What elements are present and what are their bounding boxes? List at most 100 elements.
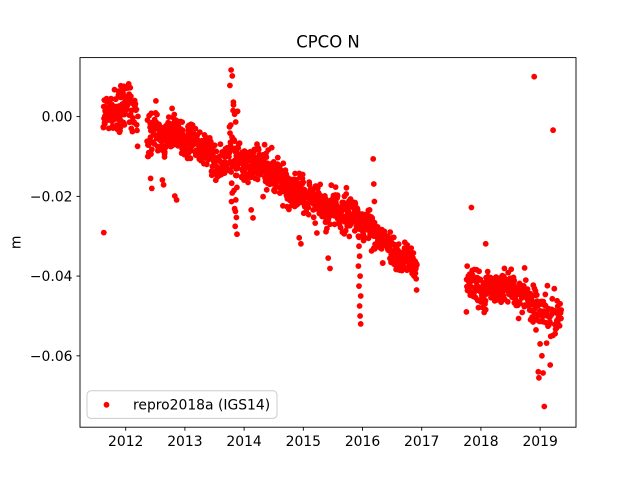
data-point bbox=[148, 151, 154, 158]
data-point bbox=[135, 113, 141, 120]
data-point bbox=[280, 160, 287, 167]
data-point bbox=[508, 266, 515, 273]
data-point bbox=[531, 73, 538, 80]
data-point bbox=[533, 327, 539, 333]
legend: repro2018a (IGS14) bbox=[86, 390, 278, 419]
data-point bbox=[342, 227, 349, 234]
data-point bbox=[211, 142, 218, 149]
data-point bbox=[132, 101, 139, 107]
data-point bbox=[482, 240, 489, 247]
y-tick-label-−0.04: −0.04 bbox=[30, 269, 73, 285]
data-point bbox=[268, 144, 275, 151]
y-tick-label-−0.06: −0.06 bbox=[30, 349, 73, 365]
data-point bbox=[557, 300, 563, 307]
data-point bbox=[228, 180, 235, 187]
data-point bbox=[248, 207, 255, 213]
data-point bbox=[305, 204, 312, 211]
data-point bbox=[414, 261, 420, 268]
data-point bbox=[413, 275, 420, 282]
x-tick-label-2014: 2014 bbox=[226, 434, 262, 450]
data-point bbox=[519, 309, 526, 316]
data-point bbox=[334, 193, 341, 200]
data-point bbox=[129, 128, 136, 135]
data-point bbox=[357, 273, 363, 279]
data-point bbox=[511, 277, 518, 284]
data-point bbox=[533, 292, 540, 298]
data-point bbox=[547, 319, 553, 326]
data-point bbox=[550, 127, 556, 134]
data-point bbox=[305, 211, 312, 218]
data-point bbox=[232, 197, 239, 203]
data-point bbox=[217, 141, 224, 148]
data-point bbox=[356, 303, 363, 309]
data-point bbox=[381, 228, 388, 235]
y-axis: 0.00 −0.02 −0.04 −0.06 bbox=[30, 110, 80, 365]
data-point bbox=[108, 95, 114, 102]
data-point bbox=[127, 84, 134, 91]
data-point bbox=[501, 265, 508, 272]
data-point bbox=[395, 241, 402, 248]
data-point bbox=[298, 240, 304, 247]
data-point bbox=[504, 298, 511, 305]
data-point bbox=[299, 171, 306, 178]
data-point bbox=[292, 170, 298, 177]
data-point bbox=[357, 313, 363, 319]
data-point bbox=[379, 260, 386, 266]
data-point bbox=[324, 225, 330, 232]
data-point bbox=[296, 234, 303, 241]
data-point bbox=[231, 187, 237, 194]
data-point bbox=[544, 282, 551, 289]
data-point bbox=[540, 370, 546, 376]
data-point bbox=[357, 321, 364, 327]
data-point bbox=[515, 315, 522, 322]
data-point bbox=[100, 229, 107, 236]
data-point bbox=[274, 154, 281, 161]
data-point bbox=[232, 223, 239, 230]
data-point bbox=[126, 119, 133, 126]
data-point bbox=[272, 188, 278, 195]
data-point bbox=[556, 322, 563, 329]
data-point bbox=[196, 129, 203, 136]
data-point bbox=[230, 102, 237, 108]
data-point bbox=[229, 73, 236, 79]
data-point bbox=[149, 146, 155, 153]
x-tick-label-2015: 2015 bbox=[286, 434, 321, 450]
y-tick-label-0.00: 0.00 bbox=[42, 110, 73, 126]
data-point bbox=[255, 146, 262, 153]
y-axis-label: m bbox=[9, 236, 25, 250]
data-point bbox=[187, 155, 194, 162]
scatter-points bbox=[100, 67, 565, 410]
data-point bbox=[300, 179, 307, 186]
data-point bbox=[227, 122, 234, 128]
data-point bbox=[325, 255, 332, 261]
data-point bbox=[484, 268, 491, 275]
data-point bbox=[192, 125, 199, 132]
data-point bbox=[213, 148, 220, 155]
data-point bbox=[203, 161, 210, 168]
data-point bbox=[134, 127, 140, 134]
data-point bbox=[475, 304, 482, 311]
data-point bbox=[482, 297, 489, 304]
x-tick-label-2017: 2017 bbox=[404, 434, 439, 450]
data-point bbox=[231, 205, 238, 212]
data-point bbox=[400, 263, 407, 270]
data-point bbox=[390, 234, 397, 241]
data-point bbox=[468, 204, 475, 211]
data-point bbox=[476, 268, 482, 275]
data-point bbox=[134, 143, 141, 150]
data-point bbox=[286, 206, 292, 213]
data-point bbox=[357, 293, 364, 299]
data-point bbox=[482, 306, 489, 313]
data-point bbox=[312, 220, 319, 227]
data-point bbox=[408, 245, 415, 252]
data-point bbox=[314, 230, 320, 236]
data-point bbox=[245, 179, 251, 186]
data-point bbox=[366, 207, 373, 213]
data-point bbox=[153, 98, 159, 104]
data-point bbox=[464, 263, 471, 269]
data-point bbox=[371, 219, 378, 226]
data-point bbox=[133, 121, 140, 128]
data-point bbox=[159, 177, 166, 183]
data-point bbox=[332, 184, 339, 191]
data-point bbox=[410, 250, 417, 256]
